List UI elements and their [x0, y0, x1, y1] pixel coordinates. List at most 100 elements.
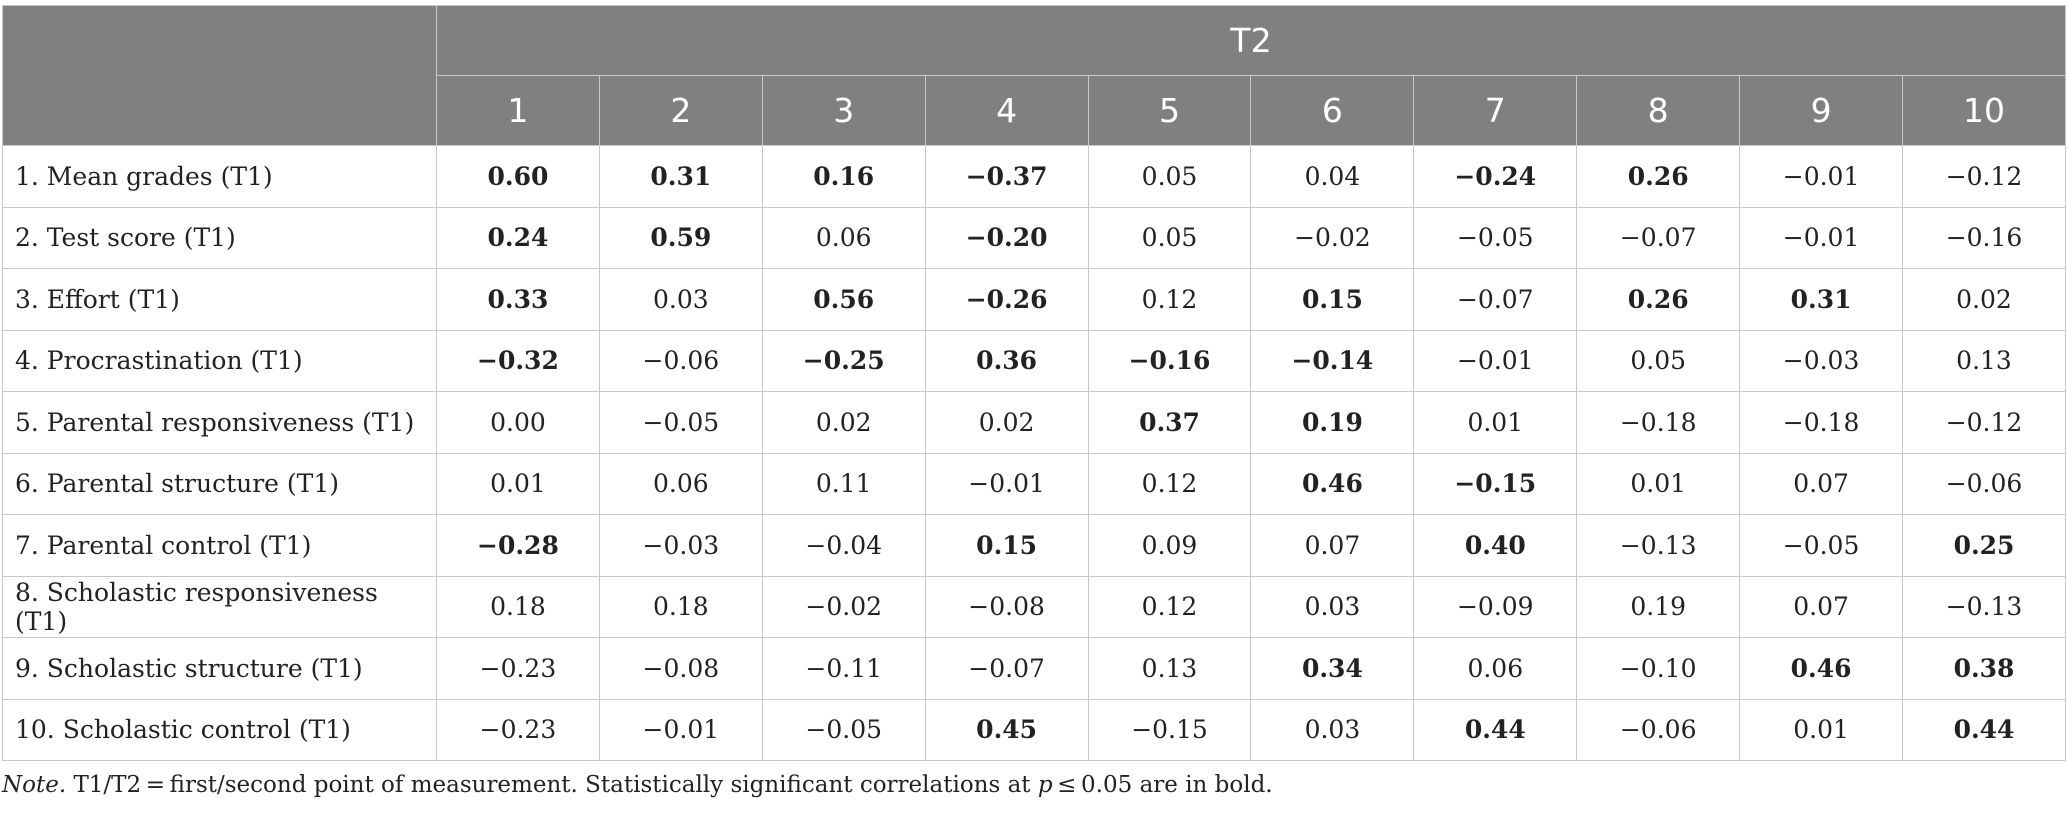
header-corner-cell — [2, 5, 437, 146]
correlation-table: T2 1 2 3 4 5 6 7 8 9 10 1. Mean grades (T1) 0.60 0.… — [2, 5, 2066, 761]
correlation-cell: −0.07 — [1413, 268, 1578, 331]
table-row: 6. Parental structure (T1) 0.01 0.06 0.11 −0… — [2, 452, 2066, 515]
table-row: 8. Scholastic responsiveness (T1) 0.18 0.1… — [2, 575, 2066, 638]
correlation-cell: 0.04 — [1250, 145, 1415, 208]
correlation-cell: 0.12 — [1087, 575, 1252, 638]
correlation-cell: −0.08 — [924, 575, 1089, 638]
correlation-cell: 0.01 — [1739, 698, 1904, 761]
correlation-cell: 0.03 — [1250, 575, 1415, 638]
correlation-cell: 0.01 — [436, 452, 600, 515]
correlation-cell: −0.12 — [1902, 145, 2066, 208]
correlation-cell: −0.03 — [598, 514, 763, 577]
column-header: 5 — [1087, 75, 1252, 146]
correlation-cell: 0.05 — [1087, 206, 1252, 269]
correlation-cell: 0.09 — [1087, 514, 1252, 577]
row-label: 8. Scholastic responsiveness (T1) — [2, 575, 437, 638]
table-row: 2. Test score (T1) 0.24 0.59 0.06 −0.20 0.05−… — [2, 206, 2066, 269]
correlation-cell: 0.26 — [1576, 145, 1741, 208]
row-label: 9. Scholastic structure (T1) — [2, 637, 437, 700]
correlation-cell: −0.12 — [1902, 391, 2066, 454]
correlation-cell: −0.32 — [436, 329, 600, 392]
correlation-cell: −0.04 — [761, 514, 926, 577]
column-header: 1 — [436, 75, 600, 146]
note-text-a: T1/T2 = first/second point of measuremen… — [66, 772, 1038, 798]
correlation-cell: −0.13 — [1902, 575, 2066, 638]
row-label: 10. Scholastic control (T1) — [2, 698, 437, 761]
correlation-cell: 0.07 — [1739, 452, 1904, 515]
correlation-cell: −0.16 — [1087, 329, 1252, 392]
correlation-cell: 0.03 — [598, 268, 763, 331]
correlation-cell: 0.00 — [436, 391, 600, 454]
correlation-cell: 0.59 — [598, 206, 763, 269]
correlation-cell: 0.13 — [1087, 637, 1252, 700]
column-header: 7 — [1413, 75, 1578, 146]
correlation-cell: 0.05 — [1087, 145, 1252, 208]
correlation-cell: −0.23 — [436, 637, 600, 700]
correlation-cell: 0.15 — [924, 514, 1089, 577]
correlation-cell: −0.06 — [1576, 698, 1741, 761]
table-row: 5. Parental responsiveness (T1) 0.00 −0.05… — [2, 391, 2066, 454]
column-header: 10 — [1902, 75, 2066, 146]
column-header: 3 — [761, 75, 926, 146]
correlation-cell: −0.01 — [1739, 206, 1904, 269]
correlation-cell: 0.02 — [924, 391, 1089, 454]
correlation-cell: 0.24 — [436, 206, 600, 269]
correlation-cell: −0.01 — [1413, 329, 1578, 392]
correlation-cell: 0.36 — [924, 329, 1089, 392]
correlation-cell: 0.46 — [1739, 637, 1904, 700]
correlation-cell: 0.45 — [924, 698, 1089, 761]
column-header: 4 — [924, 75, 1089, 146]
correlation-cell: −0.18 — [1576, 391, 1741, 454]
correlation-cell: 0.18 — [598, 575, 763, 638]
correlation-cell: 0.44 — [1902, 698, 2066, 761]
correlation-cell: −0.07 — [924, 637, 1089, 700]
table-row: 1. Mean grades (T1) 0.60 0.31 0.16 −0.37 0.05… — [2, 145, 2066, 208]
correlation-cell: 0.60 — [436, 145, 600, 208]
correlation-cell: −0.05 — [1413, 206, 1578, 269]
correlation-cell: −0.28 — [436, 514, 600, 577]
table-row: 9. Scholastic structure (T1) −0.23 −0.08 −0… — [2, 637, 2066, 700]
correlation-cell: −0.06 — [1902, 452, 2066, 515]
correlation-cell: −0.01 — [924, 452, 1089, 515]
correlation-cell: 0.19 — [1250, 391, 1415, 454]
correlation-cell: 0.31 — [1739, 268, 1904, 331]
table-row: 3. Effort (T1) 0.33 0.03 0.56 −0.26 0.12 0.15−… — [2, 268, 2066, 331]
correlation-cell: 0.44 — [1413, 698, 1578, 761]
correlation-cell: 0.06 — [1413, 637, 1578, 700]
correlation-cell: −0.26 — [924, 268, 1089, 331]
note-text-b: ≤ 0.05 are in bold. — [1052, 772, 1273, 798]
row-label: 3. Effort (T1) — [2, 268, 437, 331]
correlation-cell: 0.56 — [761, 268, 926, 331]
correlation-table-container: T2 1 2 3 4 5 6 7 8 9 10 1. Mean grades (T1) 0.60 0.… — [2, 5, 2066, 761]
header-row-group: T2 — [2, 5, 2066, 146]
correlation-cell: 0.18 — [436, 575, 600, 638]
table-row: 4. Procrastination (T1) −0.32 −0.06 −0.25 0.… — [2, 329, 2066, 392]
correlation-cell: 0.37 — [1087, 391, 1252, 454]
correlation-cell: −0.02 — [1250, 206, 1415, 269]
correlation-cell: −0.01 — [598, 698, 763, 761]
correlation-cell: 0.12 — [1087, 268, 1252, 331]
correlation-cell: 0.07 — [1250, 514, 1415, 577]
correlation-cell: 0.34 — [1250, 637, 1415, 700]
column-header: 9 — [1739, 75, 1904, 146]
row-label: 1. Mean grades (T1) — [2, 145, 437, 208]
correlation-cell: 0.06 — [598, 452, 763, 515]
correlation-cell: 0.15 — [1250, 268, 1415, 331]
correlation-cell: 0.19 — [1576, 575, 1741, 638]
header-row-columns: 1 2 3 4 5 6 7 8 9 10 — [3, 75, 2066, 146]
correlation-cell: −0.15 — [1413, 452, 1578, 515]
correlation-cell: −0.05 — [1739, 514, 1904, 577]
table-note: Note. T1/T2 = first/second point of meas… — [2, 772, 1273, 798]
correlation-cell: 0.12 — [1087, 452, 1252, 515]
correlation-cell: 0.05 — [1576, 329, 1741, 392]
table-row: 7. Parental control (T1) −0.28 −0.03 −0.04 0… — [2, 514, 2066, 577]
correlation-cell: −0.06 — [598, 329, 763, 392]
correlation-cell: 0.25 — [1902, 514, 2066, 577]
correlation-cell: −0.23 — [436, 698, 600, 761]
correlation-cell: −0.01 — [1739, 145, 1904, 208]
header-group-t2: T2 — [436, 5, 2066, 76]
correlation-cell: 0.01 — [1413, 391, 1578, 454]
correlation-cell: −0.09 — [1413, 575, 1578, 638]
correlation-cell: 0.13 — [1902, 329, 2066, 392]
row-label: 7. Parental control (T1) — [2, 514, 437, 577]
